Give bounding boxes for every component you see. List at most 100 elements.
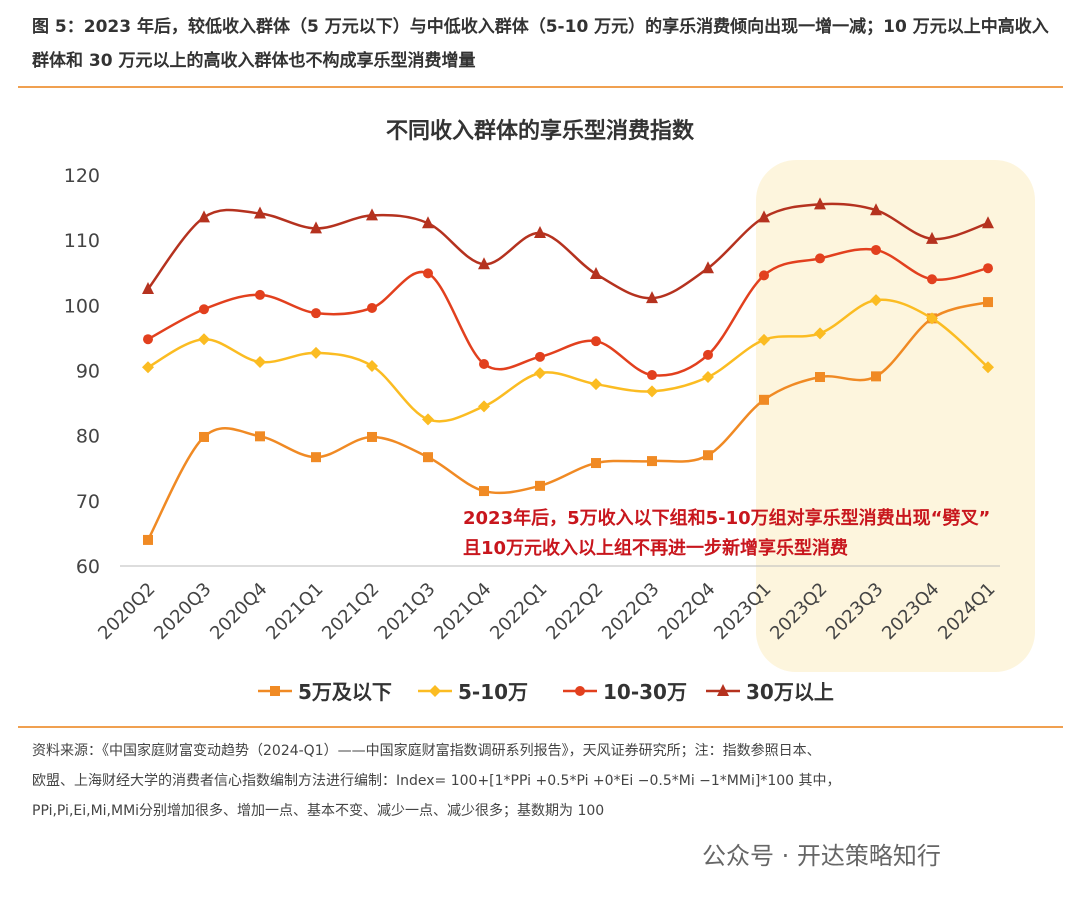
series-line-0: [146, 300, 989, 541]
data-point: [815, 372, 825, 383]
x-tick-label: 2021Q2: [318, 579, 383, 644]
x-tick-label: 2022Q1: [486, 579, 551, 644]
data-point: [815, 253, 825, 264]
legend-marker: [429, 685, 441, 697]
data-point: [310, 346, 322, 359]
series-line-3: [147, 202, 989, 300]
data-point: [199, 431, 209, 442]
legend-label: 5-10万: [458, 680, 528, 704]
series-line-1: [147, 298, 989, 423]
data-point: [982, 361, 994, 374]
y-tick-label: 120: [64, 165, 100, 187]
data-point: [591, 336, 601, 347]
data-point: [199, 304, 209, 315]
data-point: [255, 431, 265, 442]
annotation-text: 且10万元收入以上组不再进一步新增享乐型消费: [463, 537, 848, 559]
data-point: [646, 291, 658, 304]
data-point: [759, 270, 769, 281]
figure-title: 图 5：2023 年后，较低收入群体（5 万元以下）与中低收入群体（5-10 万…: [32, 17, 1049, 71]
data-point: [311, 308, 321, 319]
data-point: [702, 261, 714, 274]
data-point: [254, 206, 266, 219]
data-point: [422, 216, 434, 229]
data-point: [478, 400, 490, 413]
divider: [18, 726, 1063, 728]
data-point: [535, 351, 545, 362]
watermark: 公众号 · 开达策略知行: [702, 842, 941, 870]
x-tick-label: 2021Q1: [262, 579, 327, 644]
y-tick-label: 90: [76, 361, 100, 383]
legend-label: 30万以上: [746, 680, 834, 704]
series-line-2: [147, 247, 989, 377]
data-point: [535, 480, 545, 491]
x-tick-label: 2021Q4: [430, 579, 495, 644]
y-tick-label: 70: [76, 491, 100, 513]
y-tick-label: 60: [76, 556, 100, 578]
data-point: [927, 274, 937, 285]
data-point: [534, 367, 546, 380]
x-tick-label: 2022Q4: [654, 579, 719, 644]
annotation-text: 2023年后，5万收入以下组和5-10万组对享乐型消费出现“劈叉”: [463, 507, 990, 529]
data-point: [255, 289, 265, 300]
data-point: [758, 333, 770, 346]
legend-label: 10-30万: [603, 680, 687, 704]
source-note: 资料来源：《中国家庭财富变动趋势（2024-Q1）——中国家庭财富指数调研系列报…: [32, 736, 1062, 826]
data-point: [926, 231, 938, 244]
data-point: [647, 456, 657, 467]
data-point: [814, 327, 826, 340]
data-point: [142, 282, 154, 295]
x-tick-label: 2022Q2: [542, 579, 607, 644]
x-tick-label: 2020Q3: [150, 579, 215, 644]
data-point: [367, 431, 377, 442]
legend-marker: [717, 684, 729, 696]
y-tick-label: 100: [64, 295, 100, 317]
data-point: [254, 356, 266, 369]
source-line: 欧盟、上海财经大学的消费者信心指数编制方法进行编制：Index= 100+[1*…: [32, 773, 841, 789]
data-point: [479, 358, 489, 369]
data-point: [983, 297, 993, 308]
data-point: [198, 333, 210, 346]
legend-marker: [270, 686, 280, 696]
data-point: [423, 268, 433, 279]
data-point: [310, 221, 322, 234]
data-point: [703, 450, 713, 461]
data-point: [870, 294, 882, 307]
data-point: [143, 534, 153, 545]
data-point: [814, 197, 826, 210]
data-point: [311, 452, 321, 463]
y-tick-label: 110: [64, 230, 100, 252]
data-point: [591, 458, 601, 469]
data-point: [366, 208, 378, 221]
data-point: [367, 302, 377, 313]
data-point: [870, 203, 882, 216]
x-tick-label: 2020Q4: [206, 579, 271, 644]
data-point: [534, 225, 546, 238]
y-tick-label: 80: [76, 426, 100, 448]
data-point: [142, 361, 154, 374]
data-point: [647, 370, 657, 381]
highlight-region: [756, 160, 1035, 672]
data-point: [198, 210, 210, 223]
data-point: [478, 257, 490, 270]
data-point: [143, 334, 153, 345]
data-point: [590, 378, 602, 391]
x-tick-label: 2021Q3: [374, 579, 439, 644]
data-point: [646, 385, 658, 398]
legend-marker: [575, 686, 585, 696]
data-point: [871, 244, 881, 255]
data-point: [871, 371, 881, 382]
data-point: [759, 394, 769, 405]
data-point: [702, 371, 714, 384]
divider: [18, 86, 1063, 88]
data-point: [926, 312, 938, 325]
data-point: [422, 413, 434, 426]
data-point: [703, 349, 713, 360]
data-point: [366, 359, 378, 372]
line-chart: 不同收入群体的享乐型消费指数607080901001101202020Q2202…: [64, 118, 1035, 704]
x-tick-label: 2020Q2: [94, 579, 159, 644]
data-point: [983, 263, 993, 274]
data-point: [423, 452, 433, 463]
source-line: PPi,Pi,Ei,Mi,MMi分别增加很多、增加一点、基本不变、减少一点、减少…: [32, 803, 605, 819]
chart-title: 不同收入群体的享乐型消费指数: [386, 118, 695, 144]
data-point: [982, 216, 994, 229]
